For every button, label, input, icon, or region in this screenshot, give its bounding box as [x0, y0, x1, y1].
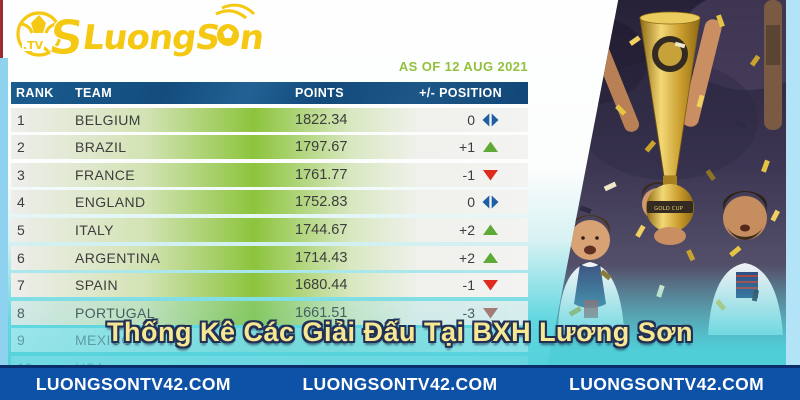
site-url: LUONGSONTV42.COM: [569, 373, 765, 394]
as-of-date-label: AS OF 12 AUG 2021: [398, 59, 528, 74]
site-url: LUONGSONTV42.COM: [35, 373, 231, 394]
svg-text:.TV: .TV: [23, 39, 44, 52]
table-row: 3 FRANCE 1761.77 -1: [11, 162, 528, 187]
position-column-header: +/- POSITION: [419, 86, 502, 100]
trend-up-icon: [483, 224, 498, 235]
rank-column-header: RANK: [16, 86, 54, 100]
table-header-row: RANK TEAM POINTS +/- POSITION: [11, 82, 528, 104]
table-row: 5 ITALY 1744.67 +2: [11, 217, 528, 242]
table-row: 2 BRAZIL 1797.67 +1: [11, 135, 528, 160]
trend-down-muted-icon: [483, 307, 498, 319]
team-column-header: TEAM: [75, 86, 113, 100]
site-url: LUONGSONTV42.COM: [302, 373, 498, 394]
svg-text:LuongS: LuongS: [80, 18, 222, 58]
celebration-photo: GOLD CUP: [548, 0, 786, 365]
table-row: 6 ARGENTINA 1714.43 +2: [11, 245, 528, 270]
luongson-logo: .TV S LuongS n: [12, 2, 272, 67]
table-row: 1 BELGIUM 1822.34 0: [11, 107, 528, 132]
left-edge-accent: [0, 0, 3, 60]
left-blue-strip: [0, 58, 8, 365]
footer-bar: LUONGSONTV42.COM LUONGSONTV42.COM LUONGS…: [0, 365, 800, 400]
table-row: 7 SPAIN 1680.44 -1: [11, 273, 528, 298]
banner-title: Thống Kê Các Giải Đấu Tại BXH Lương Sơn: [107, 317, 693, 347]
right-blue-strip: [786, 0, 800, 365]
table-row: 9 MEXICO: [11, 328, 528, 353]
svg-text:n: n: [237, 18, 267, 58]
soccer-ball-logo-icon: .TV S LuongS n: [16, 3, 267, 67]
trend-down-icon: [483, 280, 498, 291]
trend-up-icon: [483, 252, 498, 263]
svg-text:GOLD CUP: GOLD CUP: [654, 206, 684, 212]
svg-text:S: S: [45, 10, 87, 66]
trend-same-icon: [482, 113, 499, 127]
trend-up-icon: [483, 141, 498, 153]
trend-same-icon: [482, 195, 499, 209]
table-row: 8 PORTUGAL 1661.51 -3: [11, 300, 528, 325]
trend-down-icon: [483, 169, 498, 181]
table-row: 4 ENGLAND 1752.83 0: [11, 190, 528, 215]
points-column-header: POINTS: [295, 86, 344, 100]
